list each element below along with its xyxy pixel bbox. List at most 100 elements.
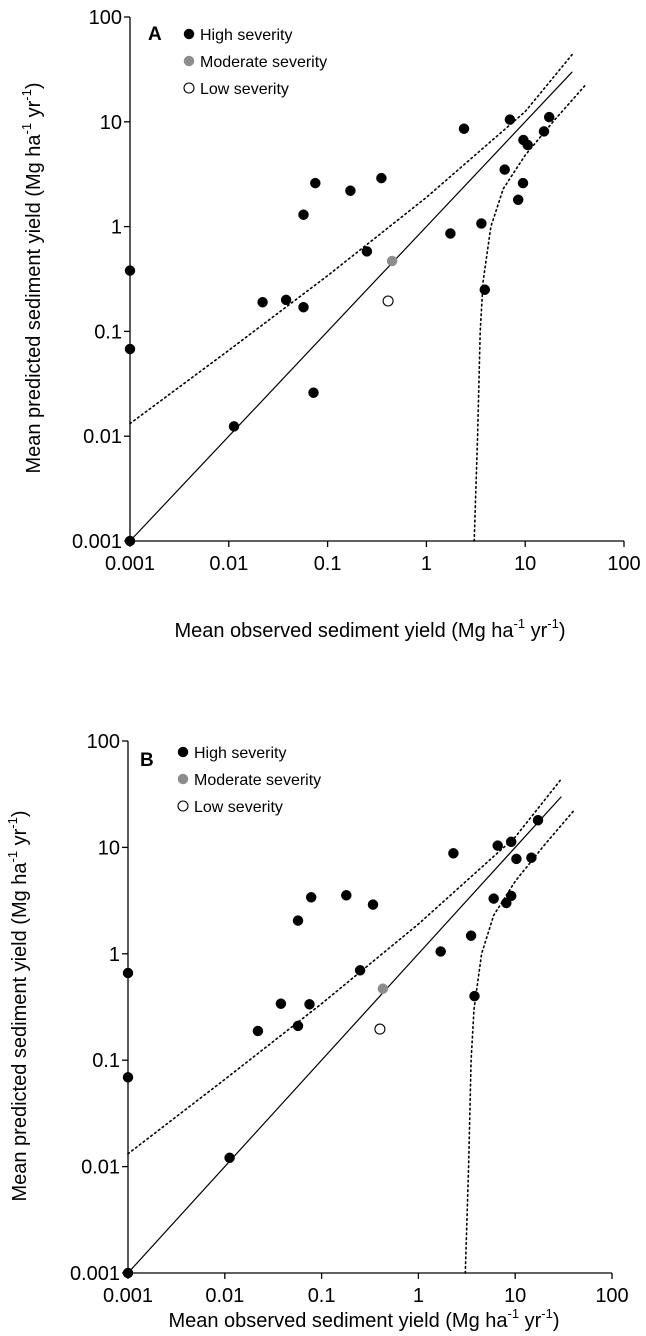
data-point xyxy=(305,892,317,903)
x-tick-label: 0.01 xyxy=(209,553,248,575)
fit-lines-a xyxy=(129,53,586,542)
y-axis-title-b: Mean predicted sediment yield (Mg ha-1 y… xyxy=(5,810,31,1201)
y-tick-label: 0.01 xyxy=(81,1157,120,1179)
data-point xyxy=(492,840,503,851)
legend-a: High severity Moderate severity Low severi… xyxy=(183,27,327,98)
one-to-one-line xyxy=(127,796,562,1274)
data-point xyxy=(435,946,446,957)
legend-marker xyxy=(183,28,195,40)
data-point xyxy=(504,114,516,125)
panel-label-b: B xyxy=(140,750,154,771)
data-point xyxy=(386,255,398,267)
data-point xyxy=(345,185,356,196)
data-point xyxy=(124,265,136,276)
data-point xyxy=(228,421,240,432)
x-tick-label: 10 xyxy=(514,553,536,575)
data-point xyxy=(505,836,517,848)
data-point xyxy=(469,990,480,1002)
x-axis-title-b: Mean observed sediment yield (Mg ha-1 yr… xyxy=(168,1306,559,1332)
data-point xyxy=(522,139,533,151)
data-point xyxy=(275,998,287,1009)
data-point xyxy=(458,123,470,134)
data-point xyxy=(476,218,487,229)
data-point xyxy=(224,1152,235,1164)
legend-b: High severity Moderate severity Low severi… xyxy=(177,745,321,816)
chart-a-svg: 0.001 0.01 0.1 1 10 100 0.001 0.01 0.1 1 10 100 Hig… xyxy=(19,7,641,642)
legend-marker xyxy=(177,800,189,812)
x-tick-label: 0.01 xyxy=(205,1285,244,1307)
confidence-line xyxy=(473,85,586,542)
y-tick-label: 0.1 xyxy=(94,321,122,343)
y-tick-label: 100 xyxy=(89,7,122,29)
y-tick-label: 1 xyxy=(111,217,122,239)
x-tick-label: 0.001 xyxy=(105,553,155,575)
data-points-a xyxy=(124,111,555,547)
data-point xyxy=(512,194,524,206)
data-point xyxy=(122,1072,134,1083)
one-to-one-line xyxy=(129,71,573,542)
legend-marker xyxy=(177,746,189,758)
data-point xyxy=(298,301,309,313)
data-point xyxy=(532,814,544,826)
y-axis-title-a: Mean predicted sediment yield (Mg ha-1 y… xyxy=(19,82,45,473)
data-point xyxy=(526,852,537,863)
data-points-b xyxy=(122,814,544,1279)
data-point xyxy=(517,177,529,189)
data-point xyxy=(543,111,555,123)
data-point xyxy=(308,387,319,398)
x-tick-label: 100 xyxy=(595,1285,628,1307)
y-tick-label: 0.001 xyxy=(70,1263,120,1285)
data-point xyxy=(367,899,379,910)
data-point xyxy=(445,228,456,239)
data-point xyxy=(280,294,292,306)
data-point xyxy=(538,126,550,137)
chart-b-svg: 0.001 0.01 0.1 1 10 100 0.001 0.01 0.1 1 10 100 Hig… xyxy=(5,731,629,1332)
x-axis-title-a: Mean observed sediment yield (Mg ha-1 yr… xyxy=(174,616,565,642)
legend-label: Moderate severity xyxy=(200,54,327,71)
data-point xyxy=(376,172,387,184)
data-point xyxy=(488,893,499,904)
x-tick-label: 0.1 xyxy=(314,553,342,575)
data-point xyxy=(448,848,459,859)
y-tick-label: 0.001 xyxy=(72,531,122,553)
data-point xyxy=(124,343,136,355)
data-point xyxy=(304,999,315,1010)
data-point xyxy=(479,284,491,295)
legend-label: Low severity xyxy=(194,799,283,816)
data-point xyxy=(511,853,522,865)
axes-b: 0.001 0.01 0.1 1 10 100 0.001 0.01 0.1 1 10 100 xyxy=(70,731,629,1307)
legend-marker xyxy=(177,773,189,785)
confidence-line xyxy=(127,778,563,1155)
x-tick-label: 1 xyxy=(421,553,432,575)
data-point xyxy=(361,246,373,257)
data-point xyxy=(505,890,517,902)
x-tick-label: 0.001 xyxy=(103,1285,153,1307)
y-tick-label: 1 xyxy=(109,944,120,966)
x-tick-label: 0.1 xyxy=(308,1285,336,1307)
y-tick-label: 0.1 xyxy=(92,1050,120,1072)
data-point xyxy=(124,535,136,547)
x-tick-label: 10 xyxy=(504,1285,526,1307)
data-point xyxy=(257,296,268,308)
axes-a: 0.001 0.01 0.1 1 10 100 0.001 0.01 0.1 1 10 100 xyxy=(72,7,641,575)
legend-label: High severity xyxy=(200,27,292,44)
data-point xyxy=(122,967,134,979)
data-point xyxy=(499,164,510,175)
x-tick-label: 100 xyxy=(607,553,640,575)
legend-marker xyxy=(183,82,195,94)
data-point xyxy=(341,890,352,901)
y-tick-label: 10 xyxy=(100,112,122,134)
data-point xyxy=(292,1020,304,1032)
legend-label: Moderate severity xyxy=(194,772,321,789)
legend-label: High severity xyxy=(194,745,286,762)
data-point xyxy=(377,983,389,994)
confidence-line xyxy=(129,53,574,425)
data-point xyxy=(122,1267,134,1279)
data-point xyxy=(310,177,321,189)
x-tick-label: 1 xyxy=(413,1285,424,1307)
legend-label: Low severity xyxy=(200,81,289,98)
confidence-line xyxy=(464,810,575,1274)
panel-label-a: A xyxy=(148,24,162,45)
data-point xyxy=(374,1023,386,1035)
y-tick-label: 10 xyxy=(98,837,120,859)
